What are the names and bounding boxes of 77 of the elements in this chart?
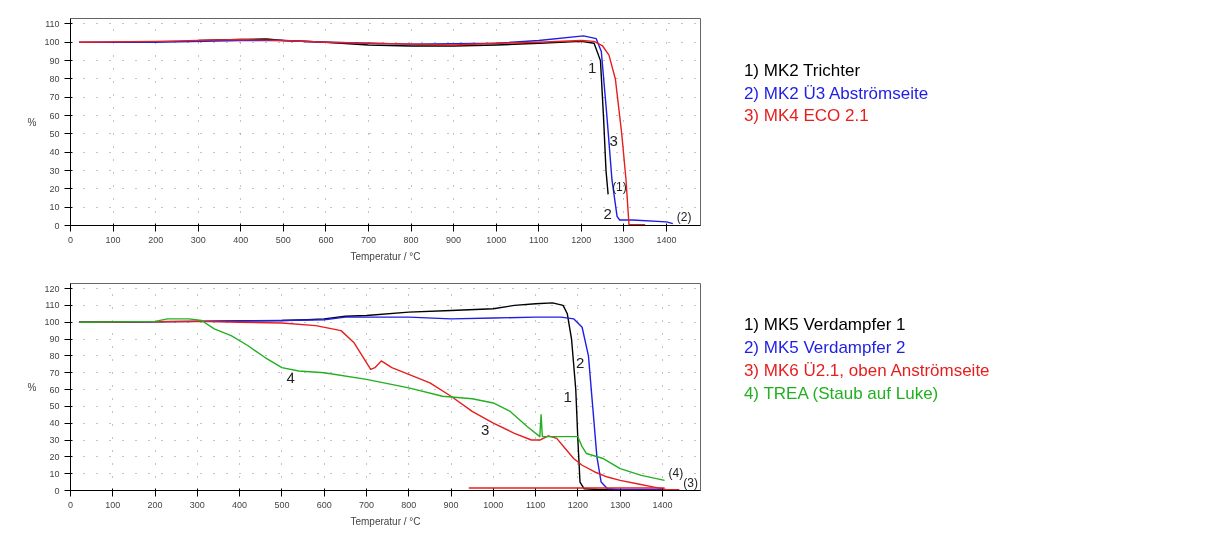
x-tick-label: 1100 <box>525 499 546 510</box>
text: 3) MK6 Ü2.1, oben Anströmseite <box>743 360 990 380</box>
x-tick-label: 500 <box>274 499 290 510</box>
x-tick-label: 200 <box>147 499 163 510</box>
y-tick-label: 10 <box>49 468 60 479</box>
x-tick-label: 800 <box>401 499 417 510</box>
y-tick-label: 60 <box>49 384 60 395</box>
y-tick-label: 100 <box>44 317 60 328</box>
x-tick-label: 1000 <box>483 499 504 510</box>
x-tick-label: 1000 <box>486 234 507 245</box>
y-axis-title: % <box>27 381 37 393</box>
x-tick-label: 200 <box>148 234 164 245</box>
annotation: 1 <box>588 58 597 76</box>
annotation: 2 <box>576 353 585 371</box>
text: 2) MK2 Ü3 Abströmseite <box>743 83 929 103</box>
x-tick-label: 1300 <box>613 234 634 245</box>
y-tick-label: 120 <box>44 283 60 294</box>
y-tick-label: 0 <box>54 485 60 496</box>
x-tick-label: 700 <box>358 499 374 510</box>
annotation: 4 <box>286 369 295 387</box>
y-tick-label: 80 <box>49 350 60 361</box>
y-tick-label: 60 <box>49 110 60 121</box>
x-tick-label: 1200 <box>567 499 588 510</box>
y-tick-label: 50 <box>49 128 60 139</box>
annotation: 2 <box>603 205 612 223</box>
x-tick-label: 600 <box>318 234 334 245</box>
text: 1) MK2 Trichter <box>743 60 861 80</box>
y-tick-label: 90 <box>49 55 60 66</box>
x-tick-label: 0 <box>68 234 74 245</box>
y-tick-label: 90 <box>49 334 60 345</box>
text: 4) TREA (Staub auf Luke) <box>743 383 939 403</box>
x-tick-label: 400 <box>233 234 249 245</box>
text: 3) MK4 ECO 2.1 <box>743 106 869 126</box>
x-tick-label: 100 <box>105 234 121 245</box>
annotation: 3 <box>609 131 618 149</box>
text: 2) MK5 Verdampfer 2 <box>743 338 906 358</box>
y-tick-label: 20 <box>49 451 60 462</box>
y-tick-label: 30 <box>49 165 60 176</box>
y-tick-label: 40 <box>49 147 60 158</box>
x-axis-title: Temperatur / °C <box>350 250 421 262</box>
x-tick-label: 900 <box>443 499 459 510</box>
x-tick-label: 700 <box>360 234 376 245</box>
annotation: (3) <box>683 475 699 490</box>
x-tick-label: 0 <box>68 499 74 510</box>
annotation: (4) <box>668 466 684 481</box>
y-tick-label: 110 <box>45 300 60 311</box>
y-tick-label: 30 <box>49 435 60 446</box>
x-tick-label: 500 <box>275 234 291 245</box>
y-tick-label: 0 <box>54 220 60 231</box>
y-tick-label: 110 <box>45 19 60 29</box>
x-tick-label: 1400 <box>656 234 677 245</box>
x-tick-label: 1100 <box>529 234 549 245</box>
annotation: 1 <box>563 387 572 405</box>
x-tick-label: 300 <box>189 499 205 510</box>
x-tick-label: 1300 <box>610 499 631 510</box>
y-tick-label: 50 <box>49 401 60 412</box>
text: 1) MK5 Verdampfer 1 <box>743 315 906 335</box>
y-tick-label: 70 <box>49 367 60 378</box>
x-tick-label: 300 <box>190 234 206 245</box>
x-tick-label: 800 <box>403 234 419 245</box>
x-axis-title: Temperatur / °C <box>350 515 421 527</box>
annotation: (1) <box>612 180 627 195</box>
x-tick-label: 1200 <box>571 234 592 245</box>
y-tick-label: 100 <box>44 37 60 48</box>
y-axis-title: % <box>27 116 37 128</box>
x-tick-label: 600 <box>316 499 332 510</box>
x-tick-label: 900 <box>446 234 462 245</box>
y-tick-label: 40 <box>49 418 60 429</box>
y-tick-label: 10 <box>49 202 60 213</box>
x-tick-label: 100 <box>105 499 121 510</box>
y-tick-label: 70 <box>49 92 60 103</box>
annotation: (2) <box>676 209 692 224</box>
x-tick-label: 400 <box>232 499 248 510</box>
annotation: 3 <box>480 421 490 439</box>
y-tick-label: 80 <box>49 73 60 84</box>
y-tick-label: 20 <box>49 183 60 194</box>
x-tick-label: 1400 <box>652 499 673 510</box>
